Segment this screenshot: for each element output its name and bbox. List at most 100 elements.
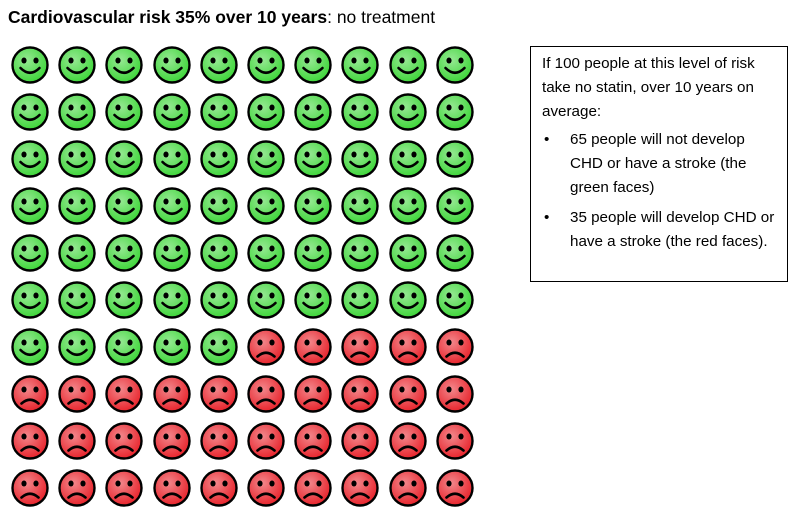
smiley-face-icon [10, 186, 50, 226]
smiley-face-icon [199, 92, 239, 132]
frowny-face-icon [152, 421, 192, 461]
frowny-face-icon [388, 327, 428, 367]
frowny-face-icon [435, 374, 475, 414]
frowny-face-icon [104, 374, 144, 414]
smiley-face-icon [152, 92, 192, 132]
frowny-face-icon [388, 374, 428, 414]
smiley-face-icon [104, 327, 144, 367]
smiley-face-icon [340, 45, 380, 85]
explanation-list: • 65 people will not develop CHD or have… [542, 128, 777, 254]
smiley-face-icon [152, 233, 192, 273]
frowny-face-icon [152, 374, 192, 414]
frowny-face-icon [199, 468, 239, 508]
frowny-face-icon [199, 421, 239, 461]
smiley-face-icon [104, 280, 144, 320]
smiley-face-icon [104, 92, 144, 132]
smiley-face-icon [199, 45, 239, 85]
page-title: Cardiovascular risk 35% over 10 years: n… [8, 6, 435, 28]
smiley-face-icon [293, 139, 333, 179]
smiley-face-icon [388, 186, 428, 226]
frowny-face-icon [10, 468, 50, 508]
frowny-face-icon [246, 421, 286, 461]
smiley-face-icon [340, 139, 380, 179]
frowny-face-icon [340, 421, 380, 461]
smiley-face-icon [293, 233, 333, 273]
smiley-face-icon [57, 233, 97, 273]
title-main: Cardiovascular risk 35% over 10 years [8, 7, 328, 27]
smiley-face-icon [10, 139, 50, 179]
frowny-face-icon [340, 327, 380, 367]
explanation-box: If 100 people at this level of risk take… [530, 46, 788, 282]
smiley-face-icon [435, 186, 475, 226]
frowny-face-icon [246, 374, 286, 414]
smiley-face-icon [293, 280, 333, 320]
frowny-face-icon [246, 327, 286, 367]
icon-array-grid [10, 45, 475, 508]
frowny-face-icon [435, 421, 475, 461]
explanation-intro: If 100 people at this level of risk take… [542, 55, 755, 120]
smiley-face-icon [388, 139, 428, 179]
smiley-face-icon [340, 233, 380, 273]
smiley-face-icon [104, 186, 144, 226]
explanation-item-text: 35 people will develop CHD or have a str… [570, 209, 775, 250]
smiley-face-icon [152, 280, 192, 320]
frowny-face-icon [340, 374, 380, 414]
frowny-face-icon [293, 468, 333, 508]
frowny-face-icon [57, 421, 97, 461]
frowny-face-icon [152, 468, 192, 508]
smiley-face-icon [152, 327, 192, 367]
frowny-face-icon [104, 468, 144, 508]
frowny-face-icon [246, 468, 286, 508]
smiley-face-icon [199, 233, 239, 273]
smiley-face-icon [435, 45, 475, 85]
smiley-face-icon [104, 233, 144, 273]
title-suffix: : no treatment [327, 7, 436, 27]
smiley-face-icon [104, 45, 144, 85]
frowny-face-icon [435, 327, 475, 367]
smiley-face-icon [435, 280, 475, 320]
smiley-face-icon [246, 139, 286, 179]
smiley-face-icon [293, 92, 333, 132]
smiley-face-icon [152, 139, 192, 179]
explanation-item-text: 65 people will not develop CHD or have a… [570, 131, 747, 196]
frowny-face-icon [10, 421, 50, 461]
smiley-face-icon [57, 45, 97, 85]
smiley-face-icon [57, 327, 97, 367]
smiley-face-icon [199, 186, 239, 226]
smiley-face-icon [340, 280, 380, 320]
smiley-face-icon [246, 186, 286, 226]
explanation-item-not-affected: • 65 people will not develop CHD or have… [542, 128, 777, 200]
frowny-face-icon [57, 374, 97, 414]
bullet-icon: • [544, 131, 550, 148]
smiley-face-icon [10, 92, 50, 132]
smiley-face-icon [199, 327, 239, 367]
smiley-face-icon [10, 233, 50, 273]
frowny-face-icon [199, 374, 239, 414]
frowny-face-icon [57, 468, 97, 508]
frowny-face-icon [104, 421, 144, 461]
smiley-face-icon [246, 45, 286, 85]
frowny-face-icon [10, 374, 50, 414]
smiley-face-icon [10, 280, 50, 320]
explanation-item-affected: • 35 people will develop CHD or have a s… [542, 206, 777, 254]
smiley-face-icon [246, 92, 286, 132]
smiley-face-icon [435, 139, 475, 179]
frowny-face-icon [388, 421, 428, 461]
smiley-face-icon [435, 233, 475, 273]
frowny-face-icon [293, 327, 333, 367]
smiley-face-icon [57, 280, 97, 320]
smiley-face-icon [57, 92, 97, 132]
smiley-face-icon [388, 233, 428, 273]
smiley-face-icon [152, 45, 192, 85]
smiley-face-icon [293, 45, 333, 85]
smiley-face-icon [388, 92, 428, 132]
frowny-face-icon [435, 468, 475, 508]
smiley-face-icon [104, 139, 144, 179]
frowny-face-icon [293, 374, 333, 414]
smiley-face-icon [10, 327, 50, 367]
smiley-face-icon [57, 139, 97, 179]
smiley-face-icon [199, 280, 239, 320]
smiley-face-icon [10, 45, 50, 85]
smiley-face-icon [293, 186, 333, 226]
smiley-face-icon [388, 280, 428, 320]
